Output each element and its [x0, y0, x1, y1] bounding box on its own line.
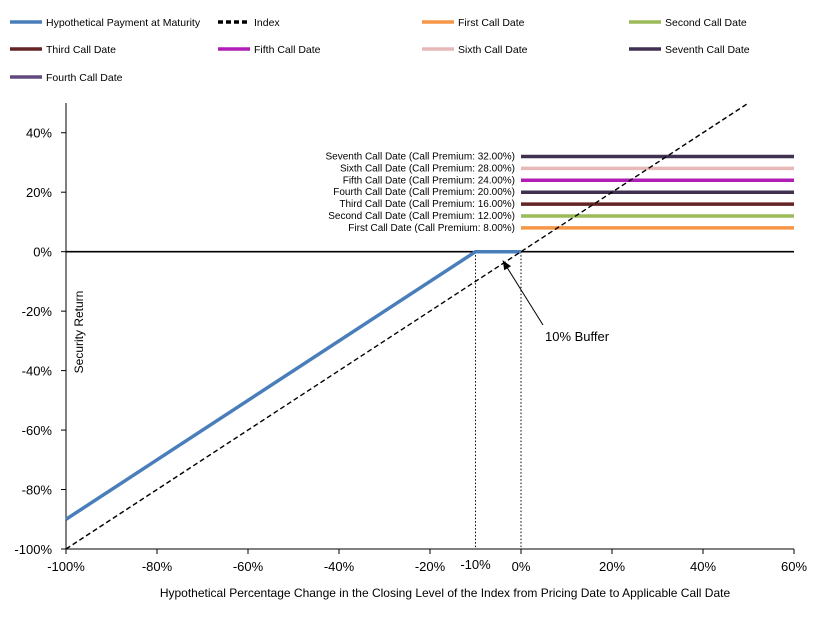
legend-item: Hypothetical Payment at Maturity: [10, 17, 201, 29]
legend: Hypothetical Payment at Maturity Index Fir…: [10, 17, 750, 84]
legend-label: Index: [254, 17, 280, 29]
buffer-annotation: 10% Buffer: [545, 329, 610, 344]
legend-label: Hypothetical Payment at Maturity: [46, 17, 201, 29]
x-tick-label: -40%: [324, 559, 355, 574]
y-tick-label: -100%: [14, 542, 52, 557]
call-premium-label: First Call Date (Call Premium: 8.00%): [348, 223, 515, 234]
y-tick-label: -20%: [22, 304, 53, 319]
y-tick-label: -40%: [22, 364, 53, 379]
legend-item: Fourth Call Date: [10, 72, 123, 84]
y-tick-label: 0%: [33, 245, 52, 260]
legend-label: First Call Date: [458, 17, 525, 29]
x-tick-label: -60%: [233, 559, 264, 574]
x-tick-label: 40%: [690, 559, 716, 574]
legend-item: First Call Date: [422, 17, 525, 29]
legend-label: Seventh Call Date: [665, 44, 750, 56]
legend-label: Fifth Call Date: [254, 44, 321, 56]
x-axis-title: Hypothetical Percentage Change in the Cl…: [160, 586, 731, 600]
legend-item: Sixth Call Date: [422, 44, 528, 56]
call-premium-label: Seventh Call Date (Call Premium: 32.00%): [325, 152, 515, 163]
annotation-arrow-head: [502, 260, 511, 271]
legend-label: Third Call Date: [46, 44, 116, 56]
axes: -100% -80% -60% -40% -20% 0% 20% 40% -100% -80% -6…: [14, 103, 807, 600]
legend-item: Third Call Date: [10, 44, 116, 56]
x-tick-label: 0%: [512, 559, 531, 574]
x-tick-label: -20%: [415, 559, 446, 574]
x-tick-label: 20%: [599, 559, 625, 574]
y-tick-label: 20%: [26, 185, 52, 200]
y-tick-label: -60%: [22, 423, 53, 438]
x-tick-label: -80%: [142, 559, 173, 574]
call-premium-label: Fourth Call Date (Call Premium: 20.00%): [333, 187, 515, 198]
plot-area: Seventh Call Date (Call Premium: 32.00%)…: [65, 102, 794, 550]
call-premium-label: Fifth Call Date (Call Premium: 24.00%): [343, 175, 515, 186]
x-tick-label: 60%: [781, 559, 807, 574]
annotation-arrow-line: [502, 260, 544, 326]
legend-label: Second Call Date: [665, 17, 747, 29]
call-premium-label: Third Call Date (Call Premium: 16.00%): [339, 199, 515, 210]
legend-item: Index: [218, 17, 280, 29]
y-tick-label: -80%: [22, 483, 53, 498]
x-extra-tick-label: -10%: [460, 557, 491, 572]
legend-item: Fifth Call Date: [218, 44, 321, 56]
payment-line: [65, 249, 521, 521]
call-premium-label: Second Call Date (Call Premium: 12.00%): [328, 211, 515, 222]
legend-label: Sixth Call Date: [458, 44, 528, 56]
y-axis-title: Security Return: [72, 291, 86, 374]
call-premium-label: Sixth Call Date (Call Premium: 28.00%): [340, 163, 515, 174]
x-tick-label: -100%: [47, 559, 85, 574]
y-tick-label: 40%: [26, 126, 52, 141]
legend-item: Seventh Call Date: [629, 44, 750, 56]
legend-label: Fourth Call Date: [46, 72, 123, 84]
legend-item: Second Call Date: [629, 17, 747, 29]
